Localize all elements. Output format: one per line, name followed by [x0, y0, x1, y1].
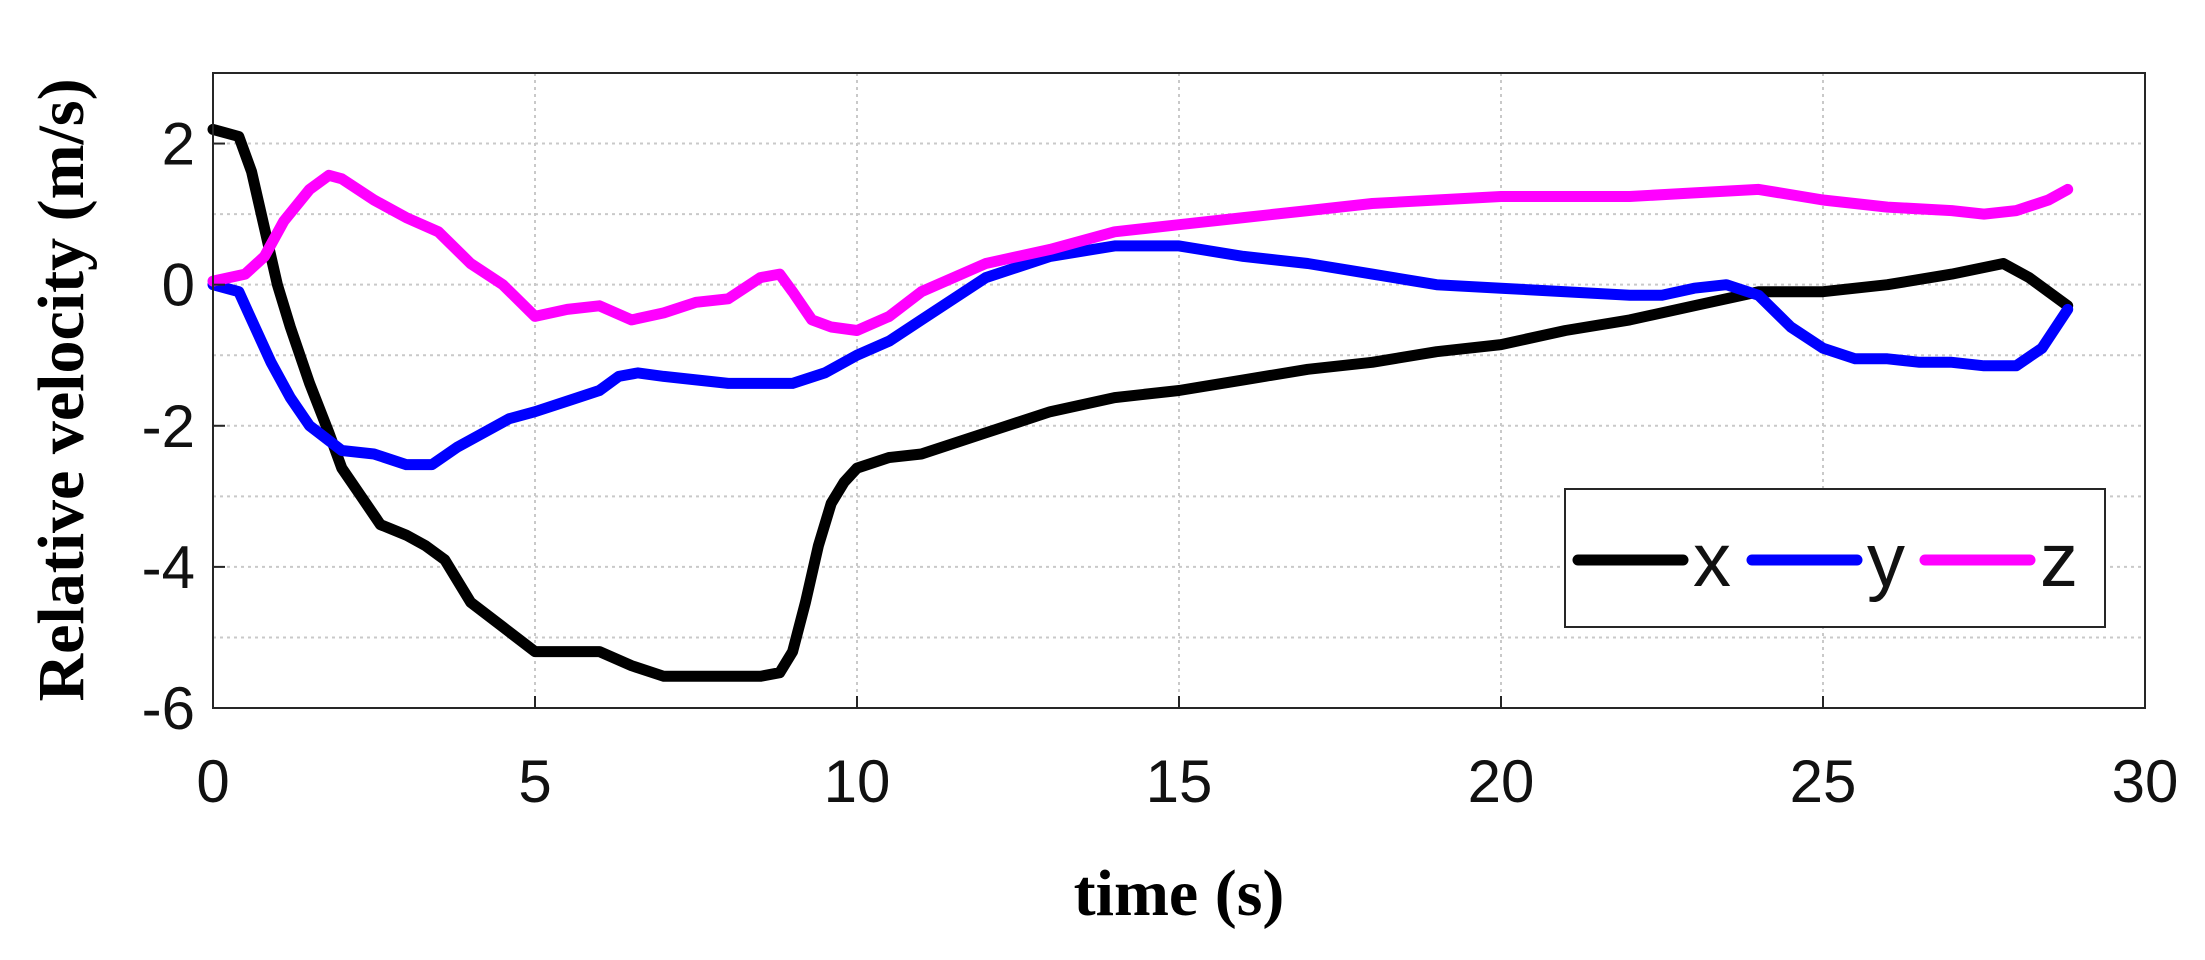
y-axis-title: Relative velocity (m/s): [25, 78, 98, 701]
x-axis-title: time (s): [1074, 857, 1285, 930]
x-axis-ticks: 0 5 10 15 20 25 30: [196, 696, 2178, 815]
x-tick-label: 25: [1790, 748, 1857, 815]
legend-items: x y z: [1572, 518, 2078, 603]
x-tick-label: 20: [1468, 748, 1535, 815]
legend: x y z: [1564, 488, 2106, 628]
legend-label-x: x: [1693, 518, 1731, 603]
y-tick-label: -2: [142, 393, 195, 460]
legend-label-z: z: [2040, 518, 2078, 603]
x-tick-label: 15: [1146, 748, 1213, 815]
series-line-y: [207, 240, 2074, 471]
series-line-x: [207, 123, 2074, 682]
grid: [213, 73, 2145, 708]
legend-label-y: y: [1867, 518, 1905, 603]
series-line-z: [207, 169, 2074, 336]
y-tick-label: 2: [162, 111, 195, 178]
y-tick-label: -4: [142, 534, 195, 601]
y-tick-label: -6: [142, 675, 195, 742]
x-tick-label: 10: [824, 748, 891, 815]
x-tick-label: 5: [518, 748, 551, 815]
y-tick-label: 0: [162, 252, 195, 319]
x-tick-label: 30: [2112, 748, 2179, 815]
y-axis-ticks: -6 -4 -2 0 2: [142, 111, 225, 742]
x-tick-label: 0: [196, 748, 229, 815]
series-layer: [207, 123, 2074, 682]
